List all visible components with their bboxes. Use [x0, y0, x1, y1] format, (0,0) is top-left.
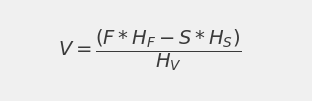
- Text: $V = \dfrac{(F * H_F - S * H_S)}{H_V}$: $V = \dfrac{(F * H_F - S * H_S)}{H_V}$: [58, 28, 241, 73]
